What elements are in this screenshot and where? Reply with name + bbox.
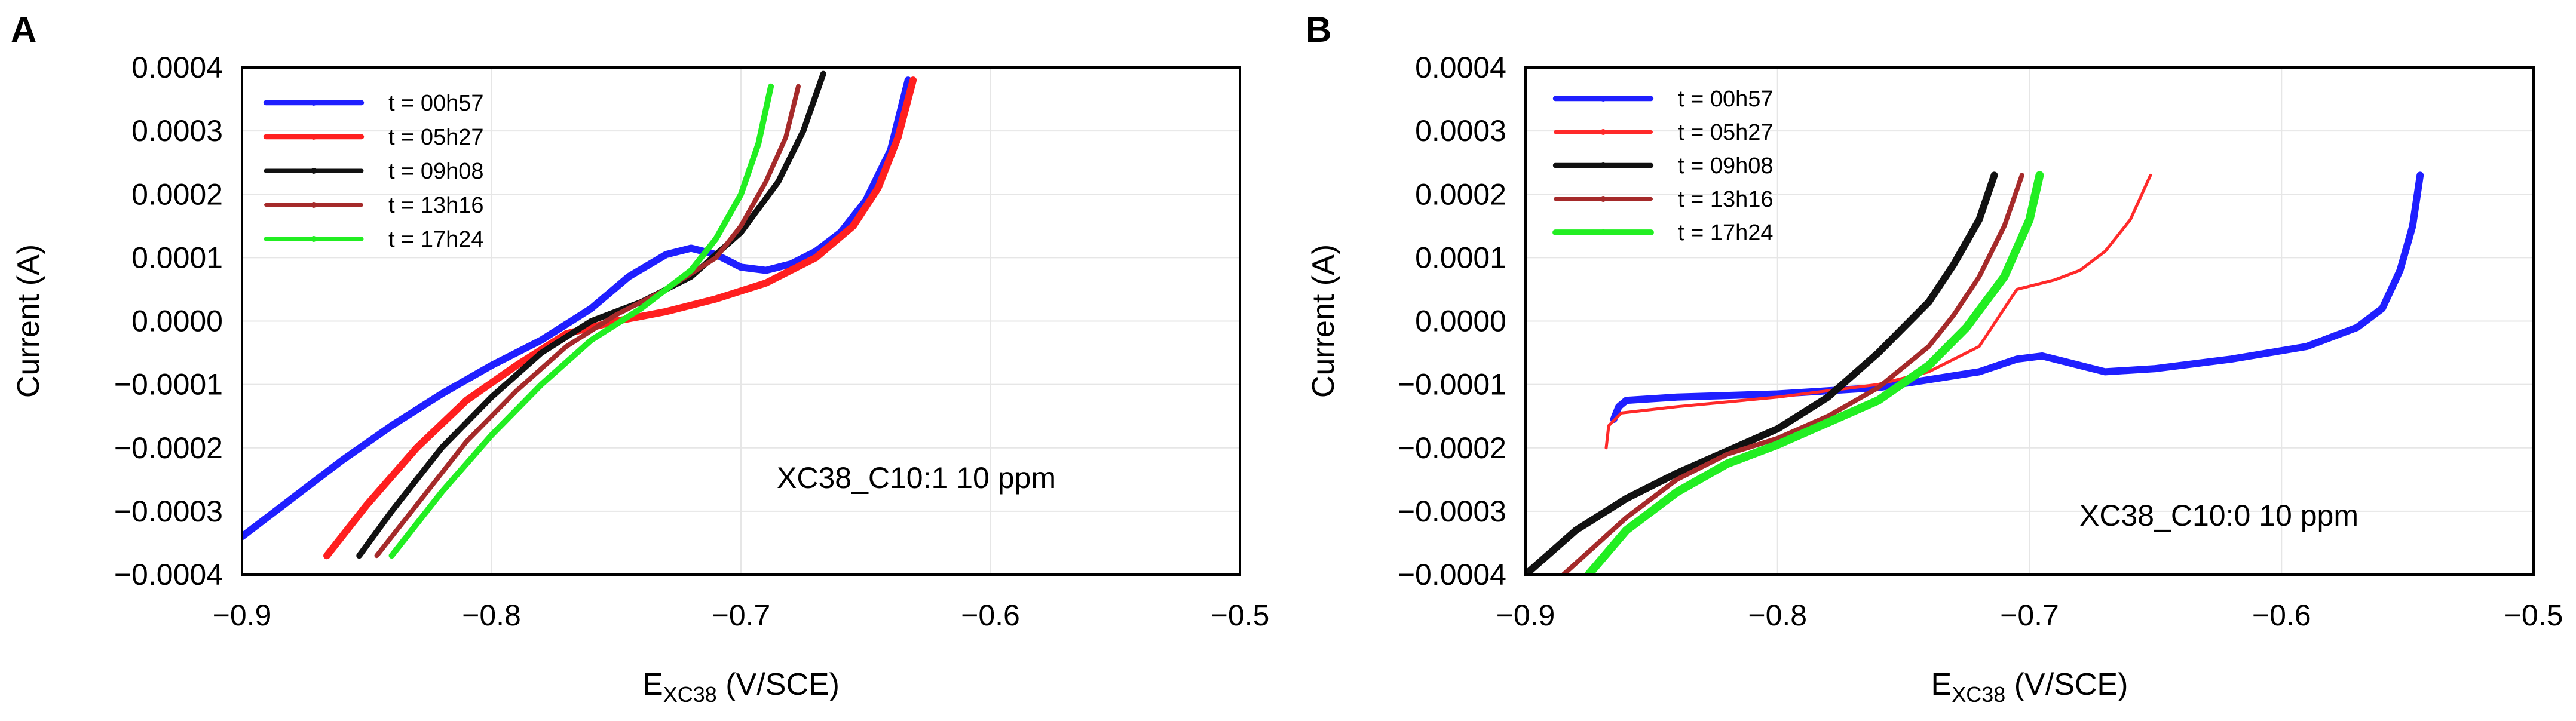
y-tick-label: −0.0003 xyxy=(114,495,223,528)
annotation: XC38_C10:0 10 ppm xyxy=(2079,499,2358,532)
x-axis-title-sub: XC38 xyxy=(1952,682,2005,707)
legend-marker-3 xyxy=(1600,162,1606,168)
y-tick-label: 0.0000 xyxy=(131,305,223,338)
series-group xyxy=(1526,171,2424,575)
y-tick-label: 0.0004 xyxy=(131,51,223,84)
x-tick-label: −0.7 xyxy=(2000,599,2059,632)
x-tick-label: −0.5 xyxy=(2504,599,2563,632)
x-axis-title-unit: (V/SCE) xyxy=(2005,667,2128,702)
x-axis-title-unit: (V/SCE) xyxy=(717,667,840,702)
legend-marker-1 xyxy=(1600,96,1606,102)
y-tick-label: −0.0002 xyxy=(1398,431,1506,465)
legend-label-1: t = 00h57 xyxy=(388,91,484,116)
y-tick-label: 0.0003 xyxy=(1415,114,1506,148)
x-tick-label: −0.8 xyxy=(1748,599,1807,632)
y-tick-label: 0.0004 xyxy=(1415,51,1506,84)
legend-marker-4 xyxy=(311,202,317,208)
x-tick-label: −0.9 xyxy=(213,599,272,632)
legend-marker-4 xyxy=(1600,196,1606,202)
legend-label-1: t = 00h57 xyxy=(1678,87,1774,112)
annotation: XC38_C10:1 10 ppm xyxy=(777,461,1056,495)
x-tick-label: −0.6 xyxy=(2252,599,2311,632)
series-line-2 xyxy=(1604,173,2152,450)
panel-label: A xyxy=(11,10,36,50)
y-tick-label: 0.0001 xyxy=(131,241,223,274)
legend-label-4: t = 13h16 xyxy=(1678,187,1774,212)
legend-label-4: t = 13h16 xyxy=(388,193,484,218)
legend-marker-2 xyxy=(311,134,317,140)
y-tick-label: 0.0002 xyxy=(131,177,223,211)
y-tick-label: 0.0000 xyxy=(1415,305,1506,338)
panel-label: B xyxy=(1306,10,1331,50)
y-axis-title: Current (A) xyxy=(1306,244,1341,398)
plot-frame xyxy=(241,66,1241,576)
series-line-5 xyxy=(388,83,774,559)
y-tick-label: 0.0003 xyxy=(131,114,223,148)
x-axis-title-sub: XC38 xyxy=(663,682,717,707)
panel-a: A 0.0004 0.0003 0.0002 0.0001 0.0000 −0.0001 −0… xyxy=(11,10,1269,707)
legend-marker-5 xyxy=(311,236,317,242)
x-axis-title: EXC38 (V/SCE) xyxy=(642,667,840,707)
legend-label-5: t = 17h24 xyxy=(1678,220,1774,246)
y-tick-label: −0.0004 xyxy=(114,558,223,591)
legend-marker-1 xyxy=(311,100,317,106)
legend-label-5: t = 17h24 xyxy=(388,227,484,252)
y-tick-label: −0.0004 xyxy=(1398,558,1506,591)
legend-label-2: t = 05h27 xyxy=(1678,120,1774,145)
legend: t = 00h57 t = 05h27 t = 09h08 t = 13h16 t = … xyxy=(263,91,484,252)
x-tick-label: −0.7 xyxy=(712,599,771,632)
series-line-3 xyxy=(356,70,826,559)
legend: t = 00h57 t = 05h27 t = 09h08 t = 13h16 t = … xyxy=(1552,87,1774,246)
x-tick-label: −0.6 xyxy=(961,599,1020,632)
plot-frame xyxy=(1524,66,2535,576)
series-line-1 xyxy=(1610,171,2424,423)
legend-marker-2 xyxy=(1600,129,1606,135)
legend-label-3: t = 09h08 xyxy=(1678,154,1774,179)
x-tick-label: −0.5 xyxy=(1211,599,1270,632)
y-tick-label: −0.0001 xyxy=(1398,368,1506,401)
series-line-5 xyxy=(1584,171,2044,575)
y-tick-label: 0.0001 xyxy=(1415,241,1506,274)
y-tick-label: −0.0002 xyxy=(114,431,223,465)
series-line-4 xyxy=(374,84,801,559)
x-axis-title-main: E xyxy=(1931,667,1952,702)
y-axis-title: Current (A) xyxy=(11,244,46,398)
series-line-4 xyxy=(1561,173,2024,575)
legend-label-2: t = 05h27 xyxy=(388,125,484,150)
x-axis-title: EXC38 (V/SCE) xyxy=(1931,667,2128,707)
x-tick-label: −0.8 xyxy=(462,599,521,632)
panel-b: B 0.0004 0.0003 0.0002 0.0001 0.0000 −0.0001 −0… xyxy=(1306,10,2563,707)
y-tick-label: −0.0003 xyxy=(1398,495,1506,528)
legend-label-3: t = 09h08 xyxy=(388,159,484,184)
x-axis-title-main: E xyxy=(642,667,663,702)
y-tick-label: 0.0002 xyxy=(1415,177,1506,211)
series-group xyxy=(242,70,917,560)
legend-marker-5 xyxy=(1600,229,1606,235)
y-tick-label: −0.0001 xyxy=(114,368,223,401)
series-line-3 xyxy=(1526,171,1998,575)
legend-marker-3 xyxy=(311,168,317,174)
gridlines xyxy=(1525,67,2534,575)
x-tick-label: −0.9 xyxy=(1496,599,1555,632)
series-line-2 xyxy=(323,76,917,560)
